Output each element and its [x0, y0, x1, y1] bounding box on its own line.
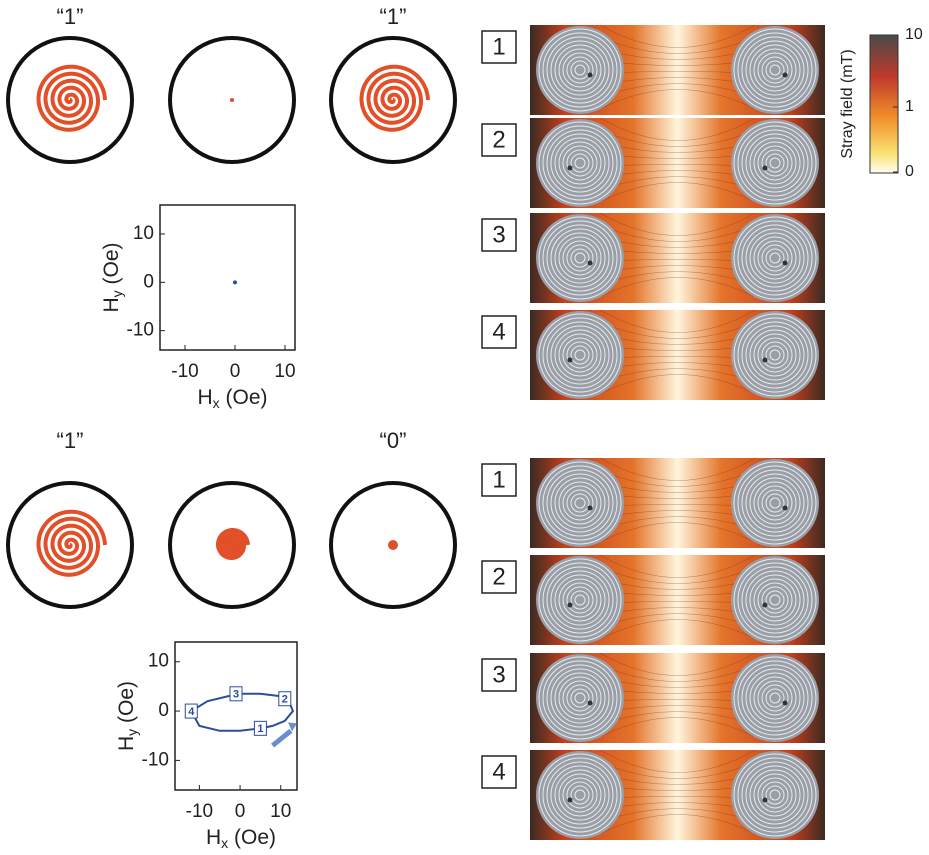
vortex-center	[568, 166, 573, 171]
stray-field-frame	[530, 118, 825, 208]
magnet-disk	[536, 311, 624, 399]
colorbar-tick-label: 10	[905, 26, 923, 43]
stray-field-frame	[530, 458, 825, 548]
vortex-core	[230, 98, 234, 102]
x-axis-label: Hx (Oe)	[197, 386, 267, 411]
magnet-disk	[536, 26, 624, 114]
y-tick-label: -10	[142, 749, 169, 770]
magnet-disk	[731, 654, 819, 742]
frame-number: 3	[492, 661, 505, 688]
vortex-core	[388, 540, 398, 550]
y-axis-label: Hy (Oe)	[115, 681, 140, 751]
vortex-center	[783, 701, 788, 706]
label-symbol: H	[197, 386, 212, 409]
label-symbol: H	[206, 826, 221, 849]
frame-number: 1	[492, 33, 505, 60]
vortex-center	[568, 798, 573, 803]
colorbar	[870, 35, 898, 173]
magnet-disk	[731, 311, 819, 399]
x-axis-label: Hx (Oe)	[206, 826, 276, 851]
stray-field-frame	[530, 750, 825, 840]
frame-number: 4	[492, 758, 505, 785]
y-tick-label: 0	[158, 700, 169, 721]
state-label: “1”	[380, 4, 407, 29]
frame-number: 1	[492, 466, 505, 493]
vortex-center	[588, 506, 593, 511]
vortex-center	[763, 358, 768, 363]
magnet-disk	[731, 26, 819, 114]
figure: Stray field (mT) 1010“1”“1”-10010-10010H…	[0, 0, 929, 855]
magnet-disk	[731, 459, 819, 547]
magnet-disk	[536, 556, 624, 644]
y-tick-label: -10	[127, 320, 154, 341]
colorbar-title: Stray field (mT)	[839, 49, 856, 158]
vortex-center	[783, 73, 788, 78]
label-unit: (Oe)	[220, 386, 268, 409]
magnet-disk	[536, 751, 624, 839]
label-unit: (Oe)	[100, 242, 123, 290]
vortex-center	[568, 358, 573, 363]
y-axis-label: Hy (Oe)	[100, 242, 125, 312]
colorbar-tick-label: 0	[905, 163, 914, 180]
x-tick-label: 0	[230, 361, 241, 382]
stray-field-frame	[530, 555, 825, 645]
loop-marker-label: 3	[233, 689, 239, 701]
label-unit: (Oe)	[228, 826, 276, 849]
loop-marker-label: 1	[257, 723, 263, 735]
x-tick-label: 10	[270, 801, 291, 822]
state-label: “0”	[380, 428, 407, 453]
stray-field-frame	[530, 310, 825, 400]
x-tick-label: 10	[274, 361, 295, 382]
frame-number: 4	[492, 318, 505, 345]
colorbar-tick-label: 1	[905, 98, 914, 115]
magnet-disk	[536, 459, 624, 547]
frame-number: 2	[492, 126, 505, 153]
stray-field-frame	[530, 213, 825, 303]
frame-number: 2	[492, 563, 505, 590]
x-tick-label: 0	[235, 801, 246, 822]
label-symbol: H	[100, 297, 123, 312]
stray-field-frame	[530, 653, 825, 743]
stray-field-frame	[530, 25, 825, 115]
vortex-center	[763, 166, 768, 171]
x-tick-label: -10	[171, 361, 198, 382]
magnet-disk	[731, 119, 819, 207]
vortex-center	[783, 506, 788, 511]
vortex-center	[763, 603, 768, 608]
magnet-disk	[536, 214, 624, 302]
vortex-center	[783, 261, 788, 266]
vortex-center	[588, 261, 593, 266]
field-point	[233, 280, 237, 284]
label-subscript: y	[109, 290, 125, 297]
magnet-disk	[731, 214, 819, 302]
magnet-disk	[731, 556, 819, 644]
vortex-center	[588, 701, 593, 706]
frame-number: 3	[492, 221, 505, 248]
vortex-center	[568, 603, 573, 608]
loop-marker-label: 2	[282, 694, 288, 706]
x-tick-label: -10	[186, 801, 213, 822]
label-subscript: y	[124, 729, 140, 736]
y-tick-label: 0	[143, 271, 154, 292]
loop-marker-label: 4	[188, 706, 195, 718]
state-label: “1”	[57, 428, 84, 453]
label-subscript: x	[213, 395, 220, 411]
label-unit: (Oe)	[115, 681, 138, 729]
y-tick-label: 10	[148, 651, 169, 672]
plot-frame	[160, 205, 295, 350]
label-symbol: H	[115, 736, 138, 751]
magnet-disk	[536, 119, 624, 207]
label-subscript: x	[221, 835, 228, 851]
magnet-disk	[731, 751, 819, 839]
state-label: “1”	[57, 4, 84, 29]
y-tick-label: 10	[133, 223, 154, 244]
magnet-disk	[536, 654, 624, 742]
vortex-center	[588, 73, 593, 78]
vortex-center	[763, 798, 768, 803]
